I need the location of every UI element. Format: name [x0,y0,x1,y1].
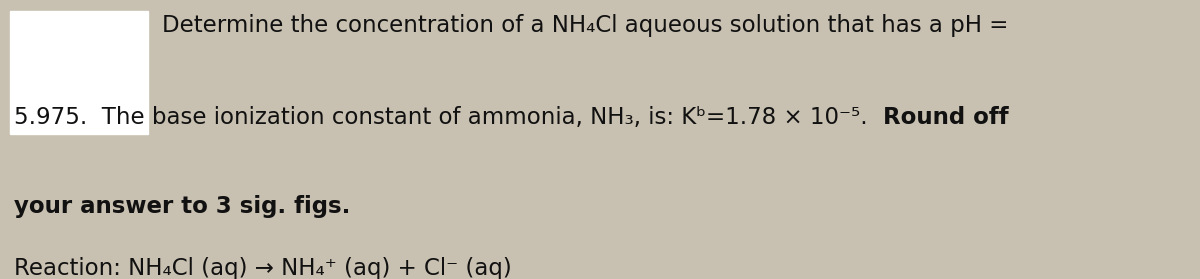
Text: Reaction: NH₄Cl (aq) → NH₄⁺ (aq) + Cl⁻ (aq): Reaction: NH₄Cl (aq) → NH₄⁺ (aq) + Cl⁻ (… [14,257,512,279]
Text: 5.975.  The base ionization constant of ammonia, NH₃, is: Kᵇ=1.78 × 10⁻⁵.: 5.975. The base ionization constant of a… [14,106,882,129]
Text: Round off: Round off [882,106,1008,129]
Text: Determine the concentration of a NH₄Cl aqueous solution that has a pH =: Determine the concentration of a NH₄Cl a… [162,14,1008,37]
Text: your answer to 3 sig. figs.: your answer to 3 sig. figs. [14,195,350,218]
FancyBboxPatch shape [10,11,148,134]
